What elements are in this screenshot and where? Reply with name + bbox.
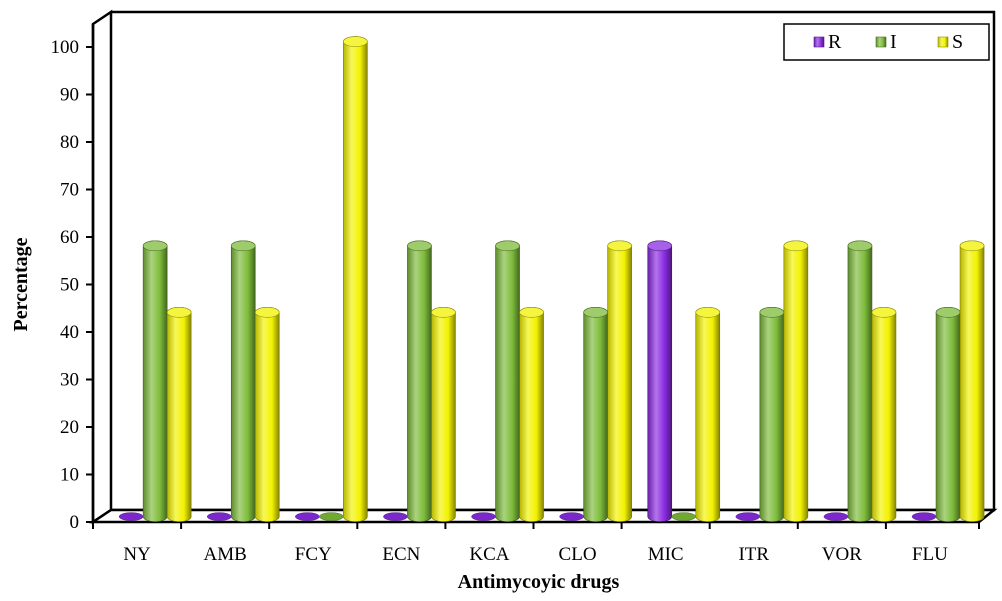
bar-R-FCY: [295, 512, 320, 521]
legend-label-S: S: [952, 31, 963, 53]
bar-S-FLU: [959, 240, 985, 522]
bar-I-FCY: [319, 512, 344, 521]
bar-R-ITR: [735, 512, 761, 521]
legend-label-I: I: [890, 31, 897, 53]
legend-label-R: R: [828, 31, 842, 53]
bar-I-FLU: [935, 307, 961, 522]
x-tick-label: KCA: [469, 544, 509, 565]
x-tick-label: ITR: [738, 544, 769, 565]
bar-S-MIC: [695, 307, 721, 522]
bar-R-MIC: [647, 240, 673, 522]
x-tick-label: AMB: [204, 544, 247, 565]
bar-I-KCA: [495, 240, 520, 522]
x-axis-title: Antimycoyic drugs: [458, 571, 620, 593]
bar-I-VOR: [847, 240, 873, 522]
bar-S-ITR: [783, 240, 809, 522]
x-tick-label: ECN: [382, 544, 420, 565]
y-tick-label: 70: [60, 180, 79, 201]
y-tick-label: 90: [60, 85, 79, 106]
y-tick-label: 80: [60, 132, 79, 153]
bar-R-FLU: [911, 512, 937, 521]
bar-S-CLO: [607, 240, 632, 522]
bar-S-ECN: [431, 307, 456, 522]
bar-I-ITR: [759, 307, 785, 522]
bar-R-ECN: [383, 512, 408, 521]
side-wall: [91, 9, 113, 525]
bar-S-KCA: [519, 307, 544, 522]
bar-I-NY: [142, 240, 168, 522]
x-tick-label: VOR: [822, 544, 862, 565]
x-tick-label: NY: [123, 544, 151, 565]
bar-R-CLO: [559, 512, 584, 521]
bar-S-FCY: [343, 36, 368, 522]
bar-R-KCA: [471, 512, 496, 521]
bar-R-VOR: [823, 512, 849, 521]
bar-S-VOR: [871, 307, 897, 522]
y-tick-label: 60: [60, 227, 79, 248]
y-tick-label: 10: [60, 465, 79, 486]
bar-S-NY: [166, 307, 192, 522]
x-tick-label: CLO: [559, 544, 597, 565]
bar-S-AMB: [254, 307, 280, 522]
x-tick-label: MIC: [648, 544, 684, 565]
bar-I-AMB: [230, 240, 256, 522]
bar-I-CLO: [583, 307, 608, 522]
y-tick-label: 40: [60, 322, 79, 343]
bar-R-AMB: [207, 512, 232, 521]
x-tick-label: FCY: [295, 544, 332, 565]
y-tick-label: 30: [60, 370, 79, 391]
bar-I-MIC: [671, 512, 696, 521]
y-tick-label: 50: [60, 275, 79, 296]
y-axis-title: Percentage: [10, 237, 32, 331]
y-tick-label: 100: [51, 37, 80, 58]
y-tick-label: 20: [60, 417, 79, 438]
legend-swatch-R: [813, 36, 825, 48]
legend-swatch-I: [875, 36, 887, 48]
legend-swatch-S: [937, 36, 949, 48]
bar-R-NY: [118, 512, 144, 521]
y-tick-label: 0: [70, 512, 80, 533]
x-tick-label: FLU: [912, 544, 948, 565]
bar-I-ECN: [407, 240, 432, 522]
